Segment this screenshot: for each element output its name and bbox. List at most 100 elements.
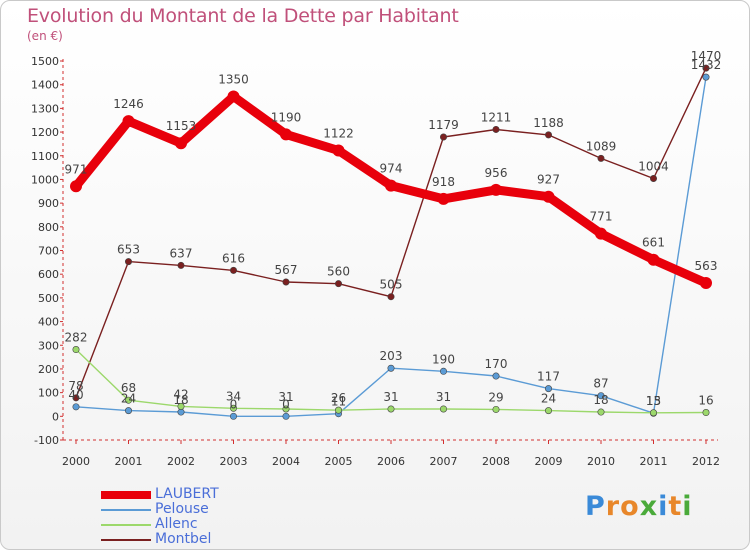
- data-point-allenc: [125, 396, 133, 404]
- x-tick-label: 2011: [640, 455, 668, 468]
- logo-letter: t: [668, 491, 683, 522]
- data-label-montbel: 1211: [481, 110, 512, 124]
- y-tick-label: 800: [38, 221, 59, 234]
- data-point-pelouse: [439, 367, 447, 375]
- data-label-montbel: 1188: [533, 116, 564, 130]
- data-label-montbel: 616: [222, 251, 245, 265]
- data-label-laubert: 771: [590, 210, 613, 224]
- logo-letter: i: [658, 491, 669, 522]
- data-label-laubert: 956: [485, 166, 508, 180]
- data-point-montbel: [387, 293, 395, 301]
- data-point-pelouse: [492, 372, 500, 380]
- y-tick-label: 900: [38, 197, 59, 210]
- data-point-allenc: [492, 405, 500, 413]
- data-label-allenc: 16: [698, 394, 713, 408]
- legend-item-montbel: Montbel: [99, 532, 279, 547]
- data-point-montbel: [544, 131, 552, 139]
- data-point-pelouse: [597, 392, 605, 400]
- data-point-laubert: [175, 137, 187, 150]
- data-point-pelouse: [387, 364, 395, 372]
- data-label-allenc: 31: [278, 390, 293, 404]
- x-tick-label: 2005: [325, 455, 353, 468]
- chart-title: Evolution du Montant de la Dette par Hab…: [27, 5, 459, 27]
- chart-subtitle: (en €): [27, 29, 63, 43]
- legend-swatch-montbel: [101, 539, 151, 541]
- logo-letter: r: [605, 491, 621, 522]
- data-label-allenc: 18: [593, 393, 608, 407]
- y-tick-label: 1000: [31, 173, 59, 186]
- y-tick-label: 600: [38, 268, 59, 281]
- data-label-pelouse: 13: [646, 394, 661, 408]
- data-point-laubert: [700, 276, 712, 289]
- data-point-allenc: [282, 405, 290, 413]
- data-label-laubert: 1153: [166, 119, 197, 133]
- data-label-allenc: 31: [436, 390, 451, 404]
- data-label-pelouse: 170: [485, 357, 508, 371]
- x-tick-label: 2006: [377, 455, 405, 468]
- logo-letter: P: [585, 491, 606, 522]
- x-tick-label: 2002: [167, 455, 195, 468]
- data-point-laubert: [122, 115, 135, 128]
- series-layer: [70, 64, 712, 420]
- data-label-laubert: 1122: [323, 127, 354, 141]
- data-label-laubert: 974: [380, 162, 403, 176]
- data-label-pelouse: 203: [380, 349, 403, 363]
- data-point-allenc: [597, 408, 605, 416]
- x-tick-label: 2001: [115, 455, 143, 468]
- data-label-montbel: 567: [275, 263, 298, 277]
- data-point-montbel: [597, 154, 605, 162]
- data-point-laubert: [595, 227, 607, 240]
- data-label-pelouse: 1432: [691, 58, 722, 72]
- data-point-allenc: [439, 405, 447, 413]
- data-label-laubert: 661: [642, 236, 665, 250]
- data-label-montbel: 505: [380, 278, 403, 292]
- data-point-laubert: [280, 128, 292, 141]
- data-label-montbel: 1004: [638, 159, 669, 173]
- data-point-montbel: [439, 133, 447, 141]
- data-point-pelouse: [230, 412, 238, 420]
- data-label-pelouse: 11: [331, 395, 346, 409]
- data-label-laubert: 1190: [271, 110, 302, 124]
- x-tick-label: 2004: [272, 455, 300, 468]
- data-point-pelouse: [544, 385, 552, 393]
- x-tick-label: 2009: [535, 455, 563, 468]
- data-label-pelouse: 24: [121, 392, 136, 406]
- legend-swatch-laubert: [101, 491, 151, 499]
- data-point-pelouse: [282, 412, 290, 420]
- data-point-allenc: [177, 402, 185, 410]
- logo-letter: o: [620, 491, 640, 522]
- data-label-allenc: 42: [173, 387, 188, 401]
- data-point-allenc: [334, 406, 342, 414]
- data-point-laubert: [70, 180, 82, 193]
- data-label-allenc: 24: [541, 392, 556, 406]
- data-label-allenc: 34: [226, 389, 241, 403]
- data-label-allenc: 26: [331, 391, 346, 405]
- logo-letter: i: [682, 491, 693, 522]
- logo-letter: x: [639, 491, 659, 522]
- data-point-laubert: [385, 179, 397, 192]
- legend-swatch-pelouse: [101, 509, 151, 511]
- y-tick-label: 1200: [31, 126, 59, 139]
- data-point-montbel: [282, 278, 290, 286]
- y-tick-label: 100: [38, 387, 59, 400]
- y-tick-label: 1300: [31, 102, 59, 115]
- data-point-allenc: [702, 409, 710, 417]
- data-label-montbel: 1179: [428, 118, 459, 132]
- data-label-pelouse: 87: [593, 377, 608, 391]
- chart-axes: -100010020030040050060070080090010001100…: [31, 55, 720, 468]
- data-label-allenc: 15: [646, 394, 661, 408]
- legend-label-montbel: Montbel: [155, 531, 212, 547]
- data-point-laubert: [542, 190, 555, 203]
- data-label-allenc: 31: [383, 390, 398, 404]
- data-label-laubert: 1246: [113, 97, 144, 111]
- data-point-montbel: [492, 125, 500, 133]
- data-label-montbel: 1089: [586, 139, 617, 153]
- y-tick-label: 700: [38, 245, 59, 258]
- data-label-laubert: 927: [537, 173, 560, 187]
- x-tick-label: 2008: [482, 455, 510, 468]
- data-point-laubert: [332, 144, 345, 157]
- y-tick-label: 300: [38, 339, 59, 352]
- x-tick-label: 2010: [587, 455, 615, 468]
- data-label-montbel: 1470: [691, 49, 722, 63]
